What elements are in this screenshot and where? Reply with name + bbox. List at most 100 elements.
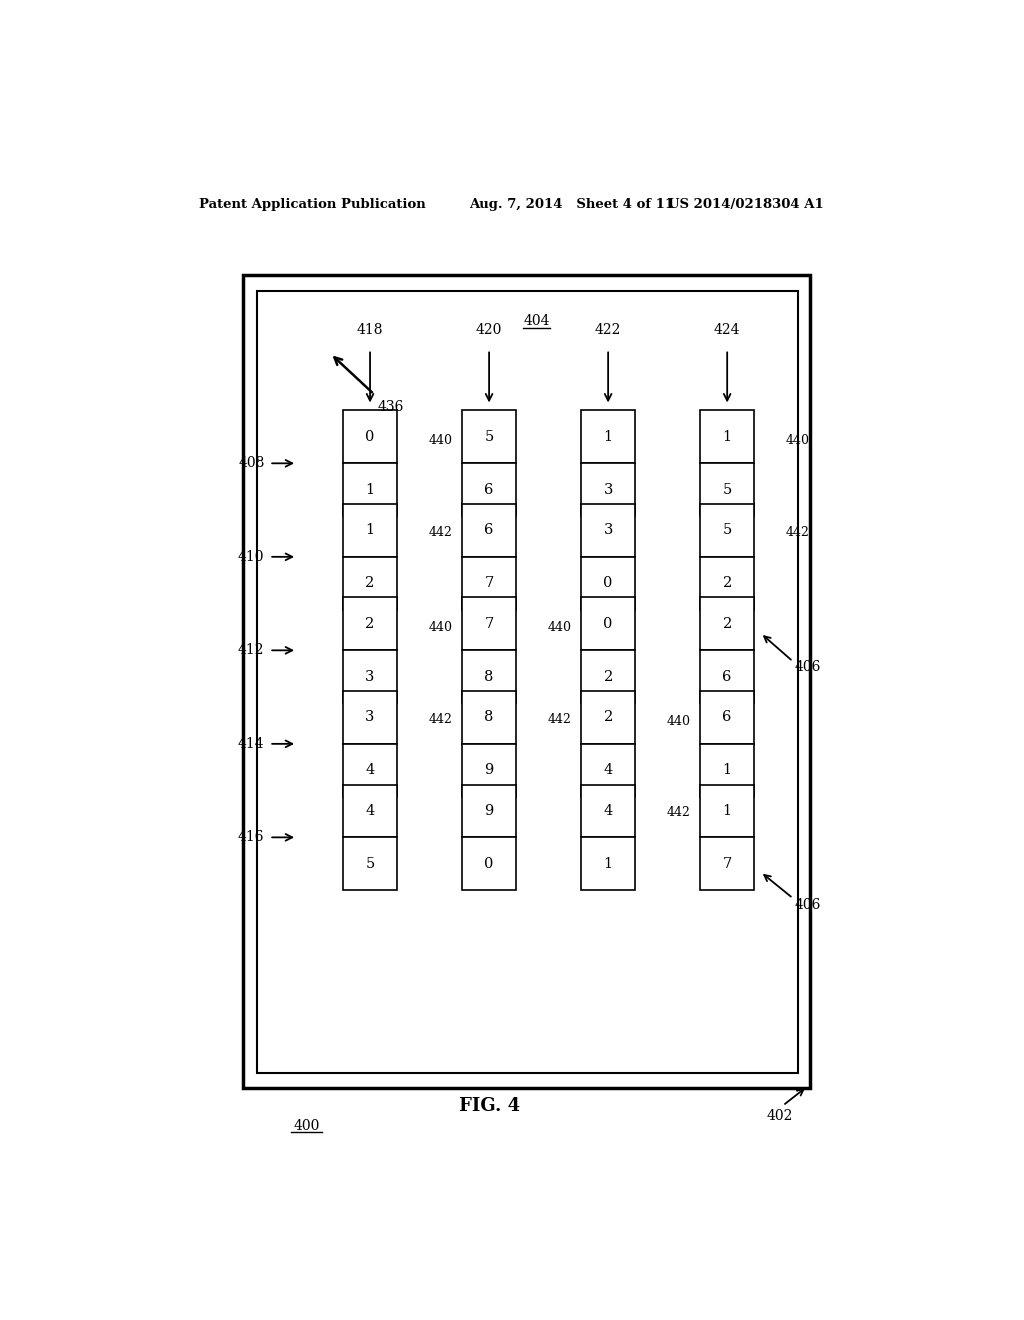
Bar bbox=[462, 837, 516, 890]
Text: 7: 7 bbox=[723, 857, 732, 871]
Text: FIG. 4: FIG. 4 bbox=[459, 1097, 519, 1114]
Text: 418: 418 bbox=[356, 323, 383, 338]
Bar bbox=[462, 504, 516, 557]
Bar bbox=[343, 744, 397, 797]
Text: 436: 436 bbox=[378, 400, 404, 414]
Text: 1: 1 bbox=[603, 857, 612, 871]
Bar bbox=[700, 744, 754, 797]
Bar bbox=[343, 837, 397, 890]
Text: 4: 4 bbox=[366, 763, 375, 777]
Text: 1: 1 bbox=[723, 763, 732, 777]
Text: 442: 442 bbox=[548, 713, 571, 726]
Text: 1: 1 bbox=[723, 804, 732, 818]
Bar bbox=[462, 690, 516, 744]
Text: 9: 9 bbox=[484, 763, 494, 777]
Text: 416: 416 bbox=[238, 830, 264, 845]
Bar bbox=[462, 744, 516, 797]
Text: 440: 440 bbox=[429, 434, 453, 447]
Bar bbox=[700, 411, 754, 463]
Text: 0: 0 bbox=[603, 616, 612, 631]
Text: 0: 0 bbox=[603, 577, 612, 590]
Text: 0: 0 bbox=[484, 857, 494, 871]
Bar bbox=[582, 744, 635, 797]
Text: 3: 3 bbox=[603, 483, 612, 496]
Text: 414: 414 bbox=[238, 737, 264, 751]
Text: 7: 7 bbox=[484, 577, 494, 590]
Bar bbox=[582, 784, 635, 837]
Text: 2: 2 bbox=[603, 669, 612, 684]
Text: 2: 2 bbox=[723, 616, 732, 631]
Bar bbox=[700, 504, 754, 557]
Bar bbox=[462, 411, 516, 463]
Text: 440: 440 bbox=[667, 715, 691, 729]
Bar bbox=[582, 651, 635, 704]
Text: Aug. 7, 2014   Sheet 4 of 11: Aug. 7, 2014 Sheet 4 of 11 bbox=[469, 198, 675, 211]
Bar bbox=[700, 651, 754, 704]
Text: 4: 4 bbox=[603, 804, 612, 818]
Text: 5: 5 bbox=[366, 857, 375, 871]
Text: 0: 0 bbox=[366, 430, 375, 444]
Bar bbox=[582, 463, 635, 516]
Text: 442: 442 bbox=[785, 525, 810, 539]
Text: 402: 402 bbox=[767, 1109, 794, 1123]
Text: 6: 6 bbox=[723, 710, 732, 725]
Text: 1: 1 bbox=[366, 483, 375, 496]
Text: 5: 5 bbox=[723, 483, 732, 496]
Bar bbox=[343, 690, 397, 744]
Text: 404: 404 bbox=[523, 314, 550, 329]
Text: 408: 408 bbox=[239, 457, 264, 470]
Bar bbox=[462, 463, 516, 516]
Bar bbox=[582, 504, 635, 557]
Text: 4: 4 bbox=[603, 763, 612, 777]
Bar bbox=[700, 690, 754, 744]
Text: 422: 422 bbox=[595, 323, 622, 338]
Text: 2: 2 bbox=[723, 577, 732, 590]
Text: 6: 6 bbox=[484, 524, 494, 537]
Text: 442: 442 bbox=[429, 525, 453, 539]
Text: 412: 412 bbox=[238, 643, 264, 657]
Text: 5: 5 bbox=[723, 524, 732, 537]
Text: 410: 410 bbox=[238, 550, 264, 564]
Bar bbox=[700, 837, 754, 890]
Text: 3: 3 bbox=[603, 524, 612, 537]
Text: 2: 2 bbox=[366, 577, 375, 590]
Text: 4: 4 bbox=[366, 804, 375, 818]
Text: 424: 424 bbox=[714, 323, 740, 338]
Text: 400: 400 bbox=[293, 1119, 319, 1133]
Text: 7: 7 bbox=[484, 616, 494, 631]
Bar bbox=[343, 411, 397, 463]
Text: 6: 6 bbox=[723, 669, 732, 684]
Text: Patent Application Publication: Patent Application Publication bbox=[200, 198, 426, 211]
Text: 2: 2 bbox=[603, 710, 612, 725]
Bar bbox=[343, 463, 397, 516]
Bar bbox=[700, 463, 754, 516]
Bar bbox=[700, 557, 754, 610]
Text: 3: 3 bbox=[366, 710, 375, 725]
Bar bbox=[462, 651, 516, 704]
Bar bbox=[343, 784, 397, 837]
Text: 8: 8 bbox=[484, 669, 494, 684]
Bar bbox=[582, 690, 635, 744]
Text: 440: 440 bbox=[548, 622, 571, 635]
Text: 442: 442 bbox=[667, 807, 691, 820]
Bar bbox=[343, 651, 397, 704]
Bar bbox=[343, 504, 397, 557]
Bar bbox=[462, 598, 516, 651]
Text: 6: 6 bbox=[484, 483, 494, 496]
Text: 440: 440 bbox=[785, 434, 810, 447]
Text: 440: 440 bbox=[429, 622, 453, 635]
Text: 1: 1 bbox=[603, 430, 612, 444]
Text: 420: 420 bbox=[476, 323, 503, 338]
Text: 2: 2 bbox=[366, 616, 375, 631]
Text: 406: 406 bbox=[795, 660, 821, 673]
Text: 1: 1 bbox=[366, 524, 375, 537]
Bar bbox=[582, 411, 635, 463]
Bar bbox=[257, 290, 798, 1073]
Text: 5: 5 bbox=[484, 430, 494, 444]
Text: 1: 1 bbox=[723, 430, 732, 444]
Text: 9: 9 bbox=[484, 804, 494, 818]
Bar bbox=[343, 598, 397, 651]
Bar bbox=[582, 598, 635, 651]
Bar bbox=[582, 837, 635, 890]
Text: 3: 3 bbox=[366, 669, 375, 684]
